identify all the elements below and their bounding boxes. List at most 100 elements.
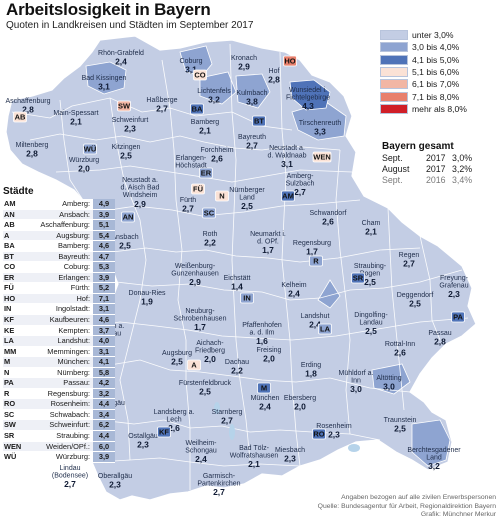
region-name: Lech <box>166 417 181 424</box>
region-value: 2,5 <box>171 357 183 367</box>
city-name: Ansbach: <box>59 209 90 219</box>
region-name: Höchstadt <box>175 163 207 170</box>
region-value: 2,7 <box>64 479 76 489</box>
city-abbr: IN <box>4 304 12 314</box>
region-name: Ebersberg <box>284 395 316 402</box>
city-marker-box <box>190 103 204 115</box>
region-name: Roth <box>203 231 218 238</box>
city-marker-box <box>257 382 271 394</box>
table-row: BT Bayreuth: 4,7 <box>3 251 115 263</box>
region-value: 1,9 <box>141 297 153 307</box>
city-name: Rosenheim: <box>50 399 90 409</box>
region-name: Erding <box>301 362 321 369</box>
city-name: Erlangen: <box>58 272 90 282</box>
city-marker-label: A <box>191 361 197 370</box>
region-value: 2,5 <box>241 201 253 211</box>
city-marker-box <box>193 69 207 81</box>
city-value: 5,8 <box>93 367 115 378</box>
region-value: 2,0 <box>204 354 216 364</box>
city-value: 7,1 <box>93 293 115 304</box>
table-row: AN Ansbach: 3,9 <box>3 209 115 221</box>
region-name: d. OPf. <box>257 239 279 246</box>
region-value: 2,5 <box>394 424 406 434</box>
city-abbr: ER <box>4 272 15 282</box>
region-name: Land <box>426 455 442 462</box>
city-marker-box <box>240 292 254 304</box>
city-value: 5,3 <box>93 262 115 272</box>
city-marker-box <box>351 272 365 284</box>
city-marker: N <box>215 190 229 202</box>
gesamt-value: 3,0% <box>452 153 473 163</box>
region-name: Schwandorf <box>310 210 347 217</box>
legend-item: 3,0 bis 4,0% <box>380 41 498 53</box>
region-name: Aichach- <box>196 340 224 347</box>
city-marker: KF <box>157 426 171 438</box>
city-name: Landshut: <box>57 336 90 346</box>
region-value: 2,7 <box>221 416 233 426</box>
city-marker-label: N <box>219 192 224 201</box>
city-marker: AB <box>13 111 27 123</box>
region-name: Regensburg <box>293 240 331 247</box>
region-value: 2,5 <box>199 387 211 397</box>
region-value: 2,2 <box>231 366 243 376</box>
region-value: 2,9 <box>134 199 146 209</box>
region-value: 2,3 <box>124 124 136 134</box>
table-row: BA Bamberg: 4,6 <box>3 241 115 252</box>
gesamt-year: 2017 <box>426 153 446 163</box>
region-value: 2,6 <box>168 423 180 433</box>
region-value: 2,5 <box>120 151 132 161</box>
city-name: Schwabach: <box>49 409 90 419</box>
region-name: Freyung- <box>440 275 469 282</box>
city-marker: PA <box>451 311 465 323</box>
region-name: Mühldorf a. <box>338 370 373 377</box>
city-name: Schweinfurt: <box>49 420 90 430</box>
region-name: Coburg <box>180 58 203 65</box>
region-name: München <box>251 395 280 402</box>
region-name: Main-Spessart <box>53 110 98 117</box>
table-row: SC Schwabach: 3,4 <box>3 409 115 421</box>
city-marker-box <box>121 211 135 223</box>
footer-line: Quelle: Bundesagentur für Arbeit, Region… <box>317 502 496 510</box>
region-name: Starnberg <box>212 409 243 416</box>
city-abbr: WEN <box>4 441 22 451</box>
region-value: 2,0 <box>263 354 275 364</box>
region-name: Bad Tölz- <box>239 445 269 452</box>
region-name: Miltenberg <box>16 142 49 149</box>
region-name: Amberg- <box>287 173 315 180</box>
region-name: Ostallgäu <box>128 433 158 440</box>
city-abbr: AM <box>4 199 16 208</box>
region-value: 2,4 <box>195 454 207 464</box>
legend-item: 5,1 bis 6,0% <box>380 66 498 78</box>
region-name: Sulzbach <box>286 181 315 188</box>
region-value: 1,7 <box>306 247 318 257</box>
city-marker-label: SR <box>353 274 364 283</box>
city-value: 3,9 <box>93 452 115 462</box>
table-row: IN Ingolstadt: 3,1 <box>3 304 115 316</box>
region-name: Aschaffenburg <box>5 98 50 105</box>
table-row: A Augsburg: 5,4 <box>3 230 115 242</box>
city-name: Ingolstadt: <box>55 304 90 314</box>
region-value: 2,9 <box>189 277 201 287</box>
legend: unter 3,0% 3,0 bis 4,0% 4,1 bis 5,0% 5,1 bi… <box>380 29 498 115</box>
city-value: 6,0 <box>93 441 115 452</box>
table-row: N Nürnberg: 5,8 <box>3 367 115 379</box>
region-label: Erlangen-Höchstadt <box>175 155 207 170</box>
city-value: 4,1 <box>93 357 115 367</box>
city-marker: SC <box>202 207 216 219</box>
region-name: Bad Kissingen <box>82 75 127 82</box>
region-name: Rottal-Inn <box>385 341 415 348</box>
region-name: Fürstenfeldbruck <box>179 380 232 387</box>
